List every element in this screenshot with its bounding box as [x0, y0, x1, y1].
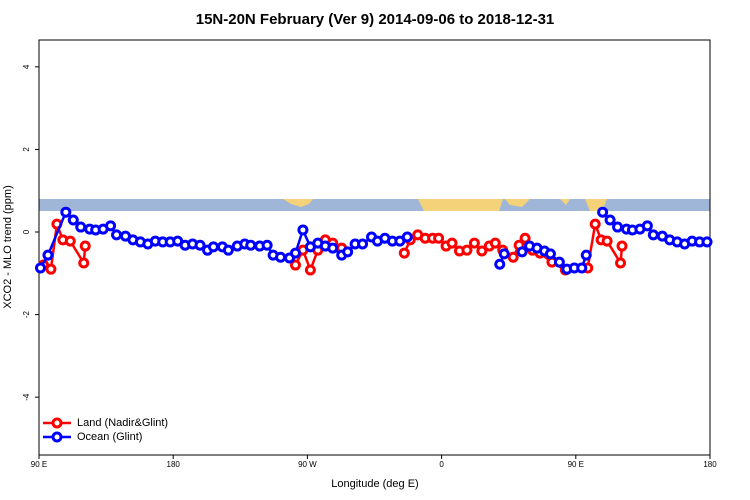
- x-axis-label: Longitude (deg E): [331, 478, 418, 490]
- data-point: [79, 240, 91, 252]
- data-point: [245, 239, 257, 251]
- data-point: [597, 206, 609, 218]
- legend-label: Ocean (Glint): [77, 431, 142, 443]
- y-tick-label: 0: [22, 229, 31, 234]
- legend-marker: [51, 417, 63, 429]
- data-point: [446, 237, 458, 249]
- map-strip: [39, 199, 710, 211]
- data-point: [616, 240, 628, 252]
- data-point: [612, 221, 624, 233]
- data-point: [544, 248, 556, 260]
- data-point: [433, 232, 445, 244]
- data-point: [489, 237, 501, 249]
- y-tick-label: 4: [22, 64, 31, 69]
- data-point: [507, 251, 519, 263]
- y-tick-label: 2: [22, 147, 31, 152]
- data-point: [494, 258, 506, 270]
- data-point: [297, 224, 309, 236]
- data-point: [461, 244, 473, 256]
- data-point: [194, 239, 206, 251]
- data-point: [580, 249, 592, 261]
- data-point: [701, 236, 713, 248]
- data-point: [342, 246, 354, 258]
- data-point: [60, 206, 72, 218]
- data-point: [641, 220, 653, 232]
- data-point: [64, 235, 76, 247]
- data-point: [42, 249, 54, 261]
- data-point: [601, 235, 613, 247]
- data-point: [401, 231, 413, 243]
- x-tick-label: 90 E: [31, 460, 47, 469]
- chart-title: 15N-20N February (Ver 9) 2014-09-06 to 2…: [196, 11, 555, 28]
- x-tick-label: 180: [703, 460, 717, 469]
- data-point: [207, 241, 219, 253]
- data-point: [647, 229, 659, 241]
- data-point: [45, 263, 57, 275]
- data-point: [67, 214, 79, 226]
- data-point: [604, 214, 616, 226]
- data-point: [519, 232, 531, 244]
- legend-label: Land (Nadir&Glint): [77, 417, 168, 429]
- data-point: [261, 239, 273, 251]
- data-point: [615, 257, 627, 269]
- data-point: [553, 256, 565, 268]
- data-point: [476, 245, 488, 257]
- x-tick-label: 180: [167, 460, 181, 469]
- data-point: [75, 221, 87, 233]
- data-point: [275, 251, 287, 263]
- x-tick-label: 90 E: [568, 460, 584, 469]
- data-point: [222, 244, 234, 256]
- y-axis-label: XCO2 - MLO trend (ppm): [2, 185, 14, 308]
- data-point: [34, 262, 46, 274]
- y-tick-label: -4: [22, 393, 31, 401]
- data-point: [498, 248, 510, 260]
- data-point: [398, 247, 410, 259]
- data-point: [111, 229, 123, 241]
- x-tick-label: 0: [439, 460, 444, 469]
- plot-frame: [38, 39, 711, 456]
- data-point: [327, 242, 339, 254]
- data-point: [289, 259, 301, 271]
- y-tick-label: -2: [22, 311, 31, 319]
- data-point: [105, 220, 117, 232]
- data-point: [516, 246, 528, 258]
- data-point: [78, 257, 90, 269]
- legend-marker: [51, 431, 63, 443]
- data-point: [576, 262, 588, 274]
- x-tick-label: 90 W: [298, 460, 317, 469]
- data-point: [589, 218, 601, 230]
- data-point: [289, 247, 301, 259]
- data-point: [357, 238, 369, 250]
- data-point: [304, 264, 316, 276]
- data-point: [468, 237, 480, 249]
